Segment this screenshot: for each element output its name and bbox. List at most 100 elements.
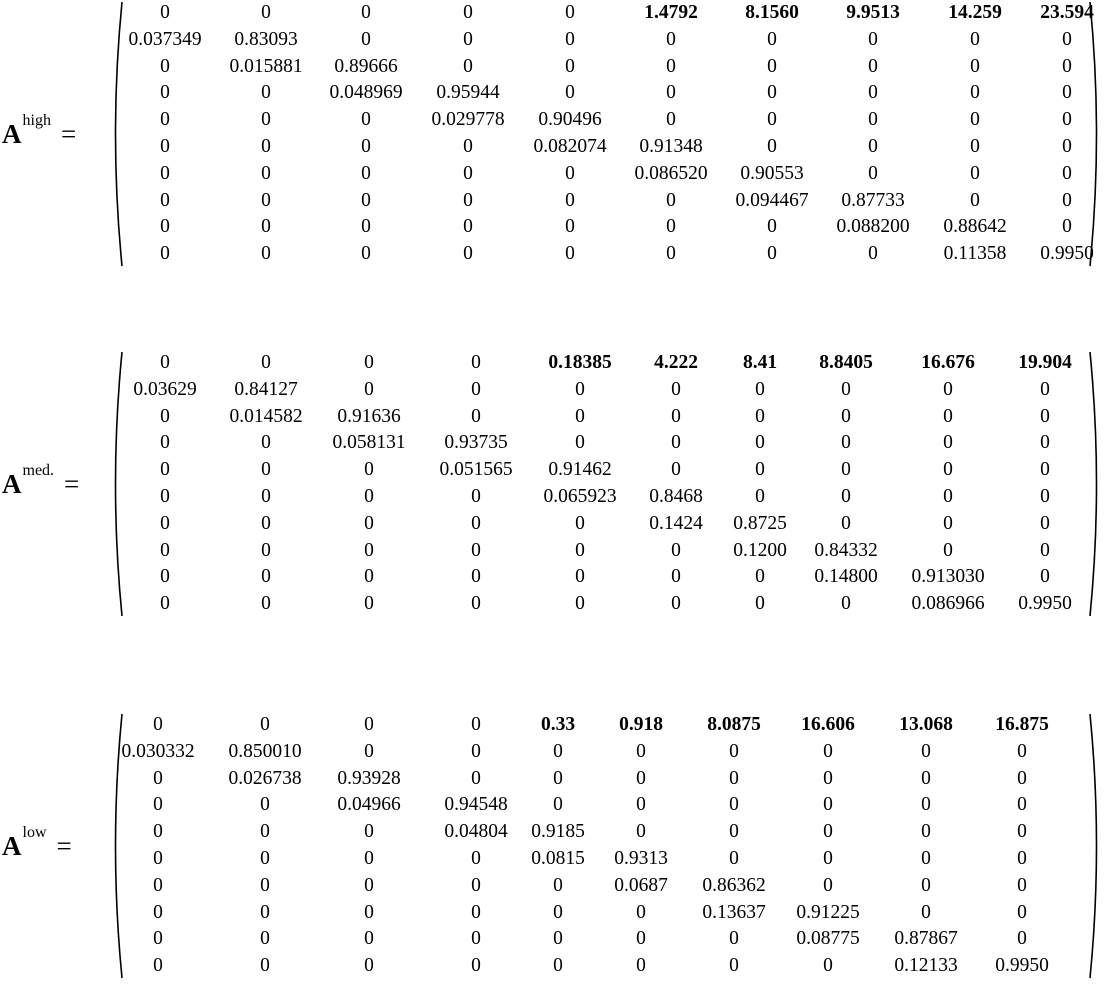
matrix-cell: 0 xyxy=(1017,848,1027,869)
matrix-cell: 0 xyxy=(565,162,575,184)
matrix-cell: 0 xyxy=(1062,109,1072,131)
matrix-cell: 0 xyxy=(729,955,739,977)
matrix-cell: 0 xyxy=(261,352,271,373)
matrix-cell: 0 xyxy=(160,2,170,23)
matrix-cell: 0.84127 xyxy=(234,378,298,400)
matrix-cell: 0 xyxy=(553,740,563,762)
matrix-cell: 0 xyxy=(261,189,271,211)
matrix-cell: 0 xyxy=(463,28,473,50)
matrix-cell: 0 xyxy=(565,28,575,50)
matrix-cell: 0 xyxy=(671,432,681,454)
matrix-cell: 0.94548 xyxy=(444,794,508,816)
matrix-cell: 0 xyxy=(471,714,481,735)
matrix-superscript: low xyxy=(22,824,47,841)
matrix-cell: 0 xyxy=(767,55,777,77)
left-parenthesis xyxy=(108,712,124,980)
matrix-cell: 0 xyxy=(565,216,575,238)
matrix-cell: 0 xyxy=(823,794,833,816)
matrix-cell: 0.918 xyxy=(619,714,663,735)
matrix-grid: 0 0 0 0 0.18385 4.222 8.41 8.8405 16.676 19.904 0.… xyxy=(0,350,1106,618)
matrix-cell: 0 xyxy=(261,459,271,481)
matrix-cell: 0 xyxy=(364,874,374,896)
matrix-cell: 0.87733 xyxy=(841,189,905,211)
matrix-cell: 0 xyxy=(261,486,271,507)
matrix-cell: 0 xyxy=(943,486,953,507)
matrix-cell: 0 xyxy=(261,512,271,534)
matrix-cell: 0 xyxy=(364,928,374,950)
matrix-cell: 0 xyxy=(565,189,575,211)
matrix-cell: 8.1560 xyxy=(745,2,799,23)
matrix-cell: 1.4792 xyxy=(644,2,698,23)
matrix-cell: 0 xyxy=(823,848,833,869)
matrix-cell: 0.051565 xyxy=(439,459,513,481)
matrix-cell: 0.086520 xyxy=(634,162,708,184)
matrix-cell: 0.87867 xyxy=(894,928,958,950)
matrix-cell: 0 xyxy=(575,566,585,588)
matrix-cell: 0 xyxy=(364,512,374,534)
matrix-cell: 0 xyxy=(755,566,765,588)
matrix-cell: 0 xyxy=(1062,28,1072,50)
matrix-grid: 0 0 0 0 0 1.4792 8.1560 9.9513 14.259 23.594 0.037… xyxy=(0,0,1106,268)
matrix-cell: 0.9313 xyxy=(614,848,668,869)
matrix-cell: 0 xyxy=(868,162,878,184)
matrix-cell: 0 xyxy=(666,243,676,265)
matrix-cell: 0 xyxy=(671,378,681,400)
matrix-cell: 0 xyxy=(767,82,777,104)
matrix-cell: 0 xyxy=(823,740,833,762)
matrix-cell: 0 xyxy=(841,432,851,454)
matrix-cell: 0 xyxy=(921,794,931,816)
matrix-cell: 9.9513 xyxy=(846,2,900,23)
matrix-cell: 0 xyxy=(471,405,481,427)
matrix-cell: 19.904 xyxy=(1018,352,1072,373)
matrix-cell: 0 xyxy=(841,486,851,507)
matrix-cell: 0 xyxy=(970,136,980,157)
matrix-cell: 0 xyxy=(463,55,473,77)
matrix-cell: 0 xyxy=(153,955,163,977)
matrix-cell: 0 xyxy=(160,55,170,77)
matrix-cell: 0 xyxy=(666,28,676,50)
matrix-cell: 0 xyxy=(1017,821,1027,843)
matrix-cell: 0 xyxy=(1040,566,1050,588)
matrix-cell: 0 xyxy=(471,955,481,977)
matrix-cell: 0.094467 xyxy=(735,189,809,211)
matrix-cell: 0 xyxy=(636,794,646,816)
matrix-cell: 0 xyxy=(463,162,473,184)
matrix-cell: 0.95944 xyxy=(436,82,500,104)
matrix-cell: 0 xyxy=(361,136,371,157)
matrix-cell: 0 xyxy=(970,162,980,184)
matrix-cell: 0 xyxy=(1062,162,1072,184)
matrix-cell: 0 xyxy=(260,928,270,950)
matrix-cell: 0 xyxy=(970,28,980,50)
matrix-cell: 0 xyxy=(153,848,163,869)
matrix-cell: 0 xyxy=(364,848,374,869)
matrix-cell: 0.88642 xyxy=(943,216,1007,238)
matrix-cell: 0 xyxy=(841,405,851,427)
matrix-cell: 0 xyxy=(261,82,271,104)
matrix-cell: 0 xyxy=(823,874,833,896)
right-parenthesis xyxy=(1088,0,1104,268)
matrix-cell: 0 xyxy=(364,740,374,762)
matrix-cell: 0 xyxy=(671,593,681,615)
matrix-cell: 8.41 xyxy=(742,352,778,373)
matrix-cell: 0.93928 xyxy=(337,767,401,789)
matrix-cell: 0 xyxy=(364,486,374,507)
matrix-cell: 0 xyxy=(666,109,676,131)
matrix-cell: 0.04804 xyxy=(444,821,508,843)
matrix-cell: 0 xyxy=(471,512,481,534)
matrix-cell: 0 xyxy=(471,740,481,762)
matrix-cell: 0 xyxy=(160,162,170,184)
matrix-cell: 0 xyxy=(671,539,681,561)
matrix-cell: 0 xyxy=(1017,794,1027,816)
matrix-cell: 0 xyxy=(364,593,374,615)
matrix-cell: 0 xyxy=(868,28,878,50)
matrix-cell: 0 xyxy=(471,378,481,400)
matrix-cell: 0 xyxy=(471,767,481,789)
matrix-cell: 0 xyxy=(1017,740,1027,762)
matrix-cell: 0.0687 xyxy=(614,874,668,896)
matrix-cell: 0 xyxy=(471,901,481,923)
matrix-cell: 0 xyxy=(921,767,931,789)
matrix-cell: 0 xyxy=(261,136,271,157)
